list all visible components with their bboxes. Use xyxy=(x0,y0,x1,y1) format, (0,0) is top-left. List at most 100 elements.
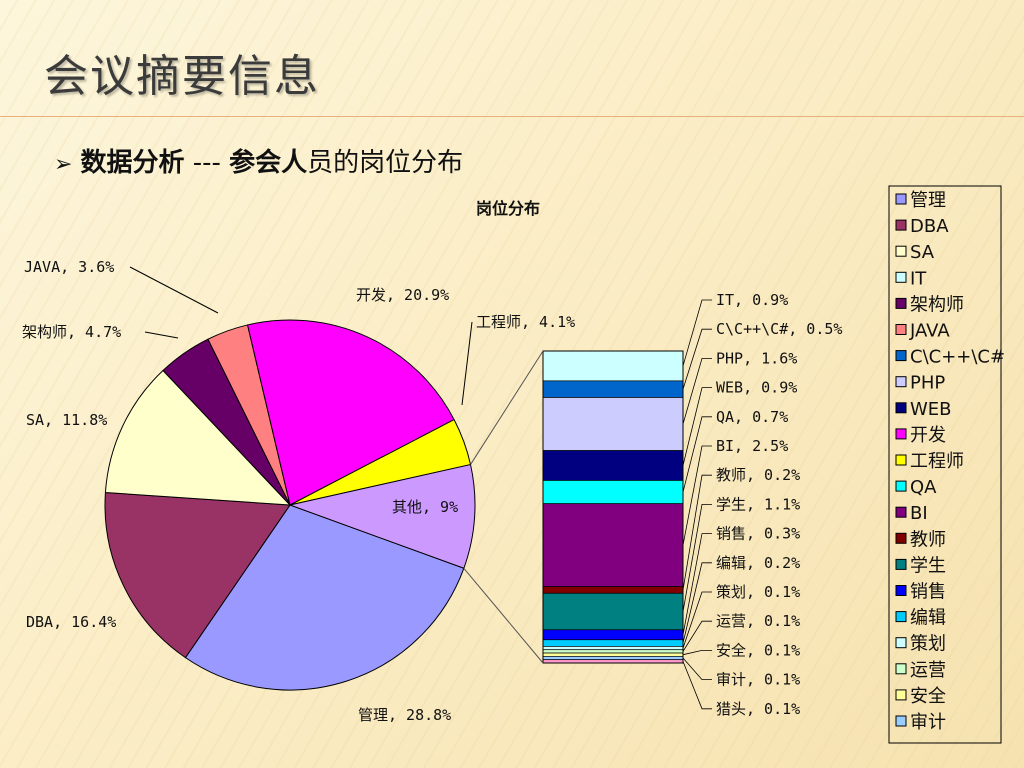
bar-leader-12 xyxy=(682,650,712,656)
bar-segment-0 xyxy=(542,350,684,382)
legend-swatch-6 xyxy=(895,350,907,362)
legend-box xyxy=(888,185,1002,744)
legend-item-16: 编辑 xyxy=(910,608,946,629)
legend-item-4: 架构师 xyxy=(910,294,964,315)
bar-label-2: PHP, 1.6% xyxy=(716,349,797,367)
bar-label-1: C\C++\C#, 0.5% xyxy=(716,320,842,338)
bar-segment-1 xyxy=(542,380,684,398)
legend-item-9: 开发 xyxy=(910,425,946,446)
bar-segment-2 xyxy=(542,397,684,451)
pie-label-1: DBA, 16.4% xyxy=(26,613,116,631)
legend-swatch-8 xyxy=(895,402,907,414)
pie-label-4: JAVA, 3.6% xyxy=(24,258,114,276)
bar-leader-11 xyxy=(682,620,712,652)
subtitle-separator: --- xyxy=(184,148,230,178)
breakdown-bar: IT, 0.9% C\C++\C#, 0.5% PHP, 1.6% WEB, 0.9%… xyxy=(542,291,842,718)
legend-swatch-0 xyxy=(895,193,907,205)
bullet-arrow-icon: ➢ xyxy=(54,152,73,177)
pie-slice-0 xyxy=(184,504,465,691)
bar-label-8: 销售, 0.3% xyxy=(716,525,800,543)
pie-label-2: SA, 11.8% xyxy=(26,411,107,429)
legend-swatch-12 xyxy=(895,506,907,518)
legend-swatch-20 xyxy=(895,715,907,727)
bar-label-3: WEB, 0.9% xyxy=(716,379,797,397)
legend-item-5: JAVA xyxy=(909,321,950,342)
bar-segment-10 xyxy=(542,646,684,651)
legend-swatch-13 xyxy=(895,532,907,544)
legend-swatch-17 xyxy=(895,637,907,649)
bar-leader-14 xyxy=(682,661,712,710)
bar-segment-12 xyxy=(542,652,684,657)
subtitle-rest: 员的岗位分布 xyxy=(307,148,464,178)
pie-label-6: 工程师, 4.1% xyxy=(476,313,575,331)
legend-item-18: 运营 xyxy=(910,660,946,681)
legend-item-14: 学生 xyxy=(910,555,946,576)
legend-swatch-2 xyxy=(895,245,907,257)
bar-label-13: 审计, 0.1% xyxy=(716,671,800,689)
legend-swatch-7 xyxy=(895,376,907,388)
bar-leader-13 xyxy=(682,657,712,680)
connector-bottom xyxy=(463,567,544,664)
pie-bar-connectors xyxy=(463,350,544,664)
pie-slice-2 xyxy=(104,369,292,506)
legend-swatch-15 xyxy=(895,585,907,596)
legend-item-10: 工程师 xyxy=(910,451,964,472)
bar-segment-9 xyxy=(542,639,684,647)
pie-slice-7 xyxy=(288,463,476,569)
bar-segment-13 xyxy=(542,656,684,661)
legend-item-2: SA xyxy=(910,242,935,263)
bar-leader-8 xyxy=(682,533,712,635)
pie-slice-1 xyxy=(104,491,291,659)
bar-leader-0 xyxy=(682,299,712,367)
pie-leader-2 xyxy=(461,321,473,406)
pie-leader-0 xyxy=(129,266,219,314)
pie-label-5: 开发, 20.9% xyxy=(356,286,449,304)
legend-item-20: 审计 xyxy=(910,712,946,733)
bar-segment-3 xyxy=(542,450,684,481)
legend-item-15: 销售 xyxy=(910,582,946,603)
legend-item-6: C\C++\C# xyxy=(910,347,1005,368)
slide-title: 会议摘要信息 xyxy=(44,51,320,102)
bar-leader-10 xyxy=(682,591,712,649)
connector-top xyxy=(470,350,544,465)
bar-outline xyxy=(542,350,684,664)
bar-label-10: 策划, 0.1% xyxy=(716,583,800,601)
legend-item-8: WEB xyxy=(910,399,952,420)
legend-item-1: DBA xyxy=(910,216,949,237)
legend-swatch-5 xyxy=(895,324,907,335)
legend-swatch-10 xyxy=(895,454,907,466)
pie-label-3: 架构师, 4.7% xyxy=(22,323,121,341)
bar-segment-4 xyxy=(542,480,684,505)
bar-label-4: QA, 0.7% xyxy=(716,408,788,426)
legend-swatch-9 xyxy=(895,428,907,440)
bar-label-14: 猎头, 0.1% xyxy=(716,700,800,718)
bar-segment-6 xyxy=(542,586,684,594)
bar-label-9: 编辑, 0.2% xyxy=(716,554,800,572)
slide-subtitle: ➢ 数据分析 --- 参会人员的岗位分布 xyxy=(54,142,463,179)
bar-segment-11 xyxy=(542,649,684,654)
bar-label-11: 运营, 0.1% xyxy=(716,612,800,630)
legend-swatch-4 xyxy=(895,297,907,309)
legend-item-17: 策划 xyxy=(910,634,946,655)
title-divider xyxy=(0,116,1024,117)
legend-item-3: IT xyxy=(910,268,927,289)
chart-title: 岗位分布 xyxy=(476,199,540,218)
bar-segment-7 xyxy=(542,592,684,631)
bar-leader-7 xyxy=(682,503,712,612)
legend-swatch-3 xyxy=(895,271,907,283)
bar-leader-1 xyxy=(682,328,712,390)
legend-item-12: BI xyxy=(910,503,928,524)
subtitle-bold-2: 参会人 xyxy=(229,148,308,178)
bar-leader-9 xyxy=(682,562,712,644)
legend-swatch-14 xyxy=(895,558,907,570)
bar-segment-8 xyxy=(542,629,684,641)
bar-label-7: 学生, 1.1% xyxy=(716,495,800,513)
legend-item-19: 安全 xyxy=(910,686,946,707)
legend-swatch-18 xyxy=(895,663,907,675)
legend-item-0: 管理 xyxy=(910,190,946,211)
bar-label-0: IT, 0.9% xyxy=(716,291,788,309)
legend-swatch-1 xyxy=(895,219,907,231)
bar-leader-5 xyxy=(682,445,712,546)
